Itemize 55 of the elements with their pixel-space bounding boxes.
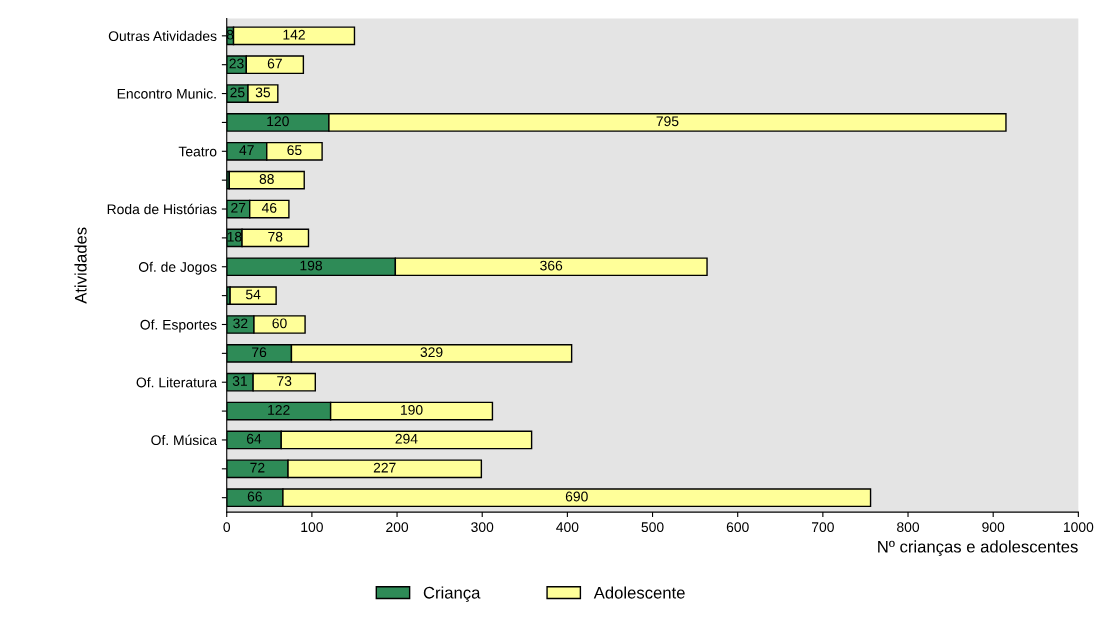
- data-label: 67: [267, 58, 282, 69]
- legend-label: Criança: [423, 586, 481, 602]
- y-tick-label: Teatro: [178, 146, 217, 157]
- bar: [228, 170, 305, 190]
- data-label: 60: [272, 318, 287, 329]
- data-label: 122: [268, 404, 290, 415]
- data-label: 78: [268, 231, 283, 242]
- data-label: 23: [229, 58, 244, 69]
- data-label: 47: [239, 145, 254, 155]
- data-label: 329: [420, 347, 443, 358]
- data-label: 76: [252, 347, 267, 358]
- data-label: 795: [656, 116, 679, 127]
- data-label: 32: [233, 318, 248, 329]
- data-label: 65: [287, 145, 302, 156]
- data-label: 198: [300, 260, 323, 271]
- data-label: 31: [232, 376, 247, 386]
- data-label: 72: [250, 462, 265, 473]
- data-label: 190: [401, 404, 423, 415]
- data-label: 73: [277, 376, 292, 386]
- y-tick-label: Outras Atividades: [108, 30, 217, 41]
- data-label: 227: [373, 462, 396, 473]
- x-tick-label: 800: [897, 522, 920, 533]
- x-tick-label: 900: [982, 522, 1005, 533]
- y-tick-label: Of. de Jogos: [138, 261, 217, 275]
- data-label: 120: [267, 116, 289, 127]
- data-label: 690: [565, 491, 588, 502]
- x-tick-label: 0: [223, 522, 231, 533]
- x-tick-label: 700: [811, 522, 834, 533]
- data-label: 142: [283, 29, 305, 40]
- x-tick-label: 1000: [1063, 522, 1094, 533]
- y-tick-label: Of. Música: [151, 434, 218, 446]
- data-label: 54: [245, 289, 261, 300]
- data-label: 25: [230, 87, 245, 98]
- y-tick-label: Of. Literatura: [136, 377, 218, 388]
- data-label: 294: [395, 433, 418, 444]
- x-axis-title: Nº crianças e adolescentes: [878, 540, 1078, 556]
- y-tick-label: Encontro Munic.: [117, 88, 216, 99]
- data-label: 66: [247, 491, 262, 502]
- data-label: 88: [259, 174, 274, 184]
- y-axis-title: Atividades: [74, 227, 87, 304]
- x-tick-label: 600: [726, 522, 749, 533]
- data-label: 366: [540, 260, 563, 271]
- x-tick-label: 300: [471, 522, 494, 533]
- data-label: 35: [255, 87, 271, 98]
- x-tick-label: 200: [386, 522, 409, 533]
- y-tick-label: Roda de Histórias: [107, 203, 217, 215]
- x-tick-label: 100: [301, 522, 323, 533]
- y-tick-label: Of. Esportes: [140, 319, 217, 333]
- data-label: 46: [261, 202, 277, 213]
- bar: [229, 286, 277, 305]
- data-label: 27: [231, 202, 246, 213]
- x-tick-label: 400: [556, 522, 579, 533]
- legend-label: Adolescente: [593, 586, 685, 599]
- x-tick-label: 500: [641, 522, 664, 533]
- data-label: 64: [246, 433, 262, 444]
